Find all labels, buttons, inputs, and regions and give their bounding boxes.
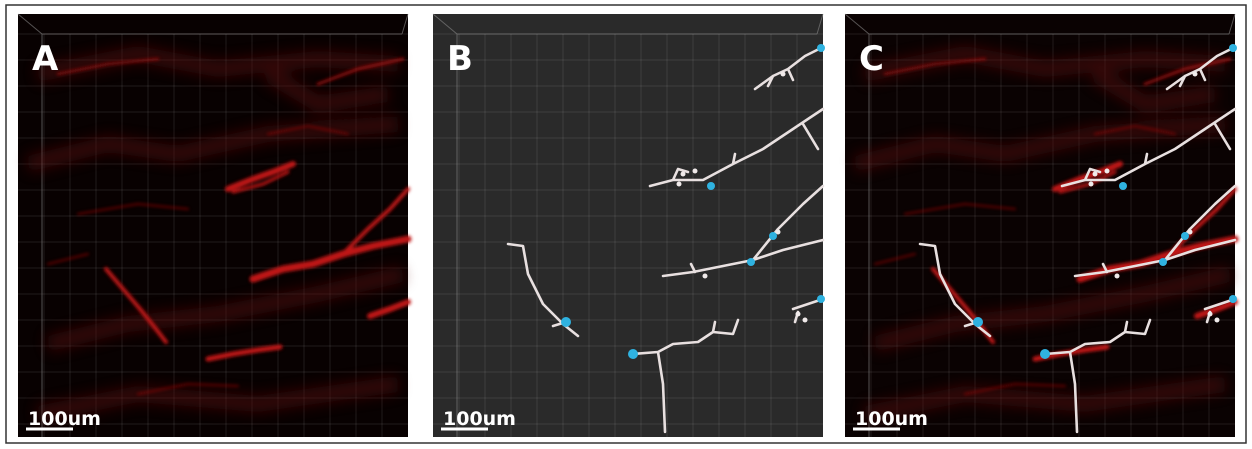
- scale-bar-label: 100um: [855, 408, 928, 430]
- scale-bar-label: 100um: [443, 408, 516, 430]
- scale-bar-label: 100um: [28, 408, 101, 430]
- panel-label: A: [32, 39, 59, 79]
- panel-background: [845, 14, 1235, 437]
- panel-background: [18, 14, 408, 437]
- panel-label: C: [859, 39, 884, 79]
- image-panel: B 100um: [433, 14, 825, 437]
- image-panel: A 100um: [18, 14, 408, 437]
- panel-background: [433, 14, 823, 437]
- image-panel: C 100um: [845, 14, 1237, 437]
- figure: A 100um B 100um C 100um: [0, 0, 1252, 449]
- panel-label: B: [447, 39, 473, 79]
